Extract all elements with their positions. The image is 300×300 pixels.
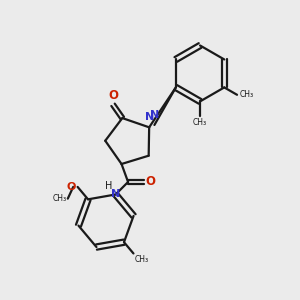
Text: CH₃: CH₃ <box>239 90 254 99</box>
Text: CH₃: CH₃ <box>135 255 149 264</box>
Text: O: O <box>67 182 76 192</box>
Text: H: H <box>105 181 112 191</box>
Text: CH₃: CH₃ <box>52 194 66 203</box>
Text: N: N <box>145 112 154 122</box>
Text: N: N <box>150 110 159 120</box>
Text: CH₃: CH₃ <box>193 118 207 127</box>
Text: N: N <box>111 190 120 200</box>
Text: O: O <box>146 176 156 188</box>
Text: O: O <box>108 89 118 103</box>
